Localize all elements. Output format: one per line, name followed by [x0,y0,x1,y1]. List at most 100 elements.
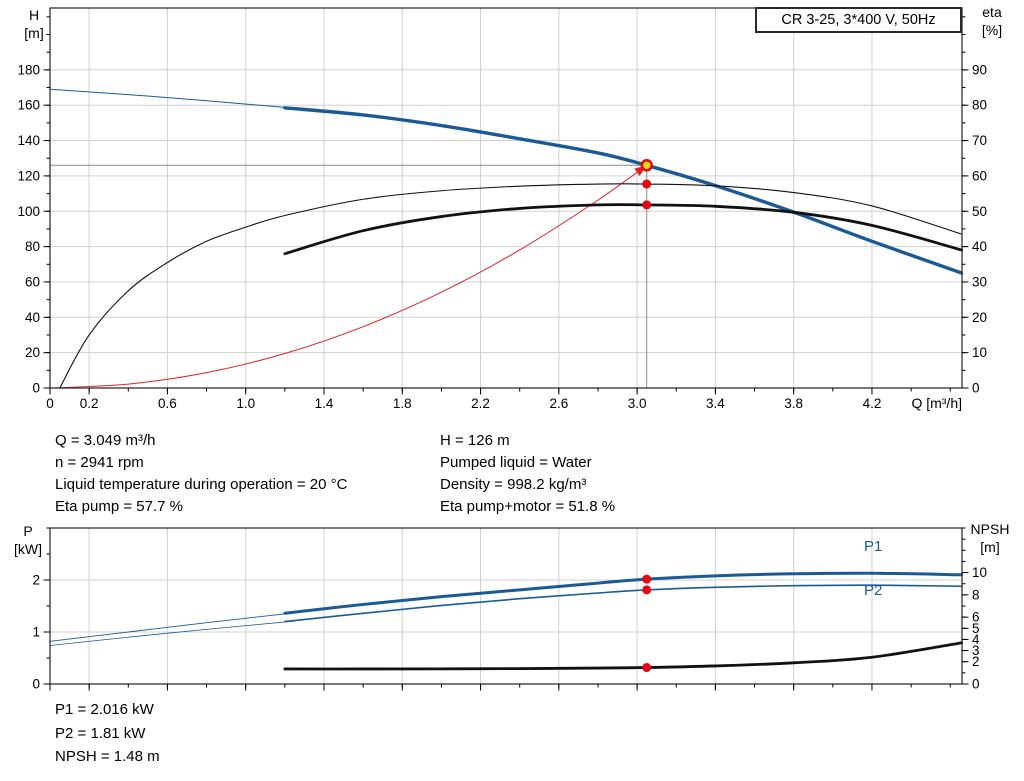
info-line-p1: P1 = 2.016 kW [55,701,154,718]
svg-text:2.2: 2.2 [471,396,490,411]
axis-title-line: H [28,7,40,23]
grid-lines [50,8,962,388]
flow-axis-title: Q [m³/h] [911,395,962,411]
info-line-p2: P2 = 1.81 kW [55,724,146,742]
svg-text:3.0: 3.0 [628,396,647,411]
info-line-q: Q = 3.049 m³/h [55,432,156,449]
axis-ticks: 0 0.2 0.6 1.0 1.4 1.8 2.2 2.6 3.0 3.4 3.8 4.2 0 20 40 6… [17,16,987,411]
svg-text:0.2: 0.2 [80,396,99,411]
svg-text:0: 0 [972,677,980,692]
axis-title-line: eta [982,4,1002,20]
svg-text:60: 60 [972,168,987,183]
info-line-liquid: Pumped liquid = Water [440,454,592,471]
p2-point [642,585,652,595]
info-line-head: H = 126 m [440,432,510,449]
svg-text:100: 100 [17,204,40,219]
svg-text:2: 2 [32,573,40,588]
axis-title-line: [kW] [14,541,42,557]
axis-title-line: NPSH [970,521,1010,537]
svg-text:0: 0 [32,381,40,396]
svg-text:120: 120 [17,168,40,183]
svg-text:20: 20 [972,310,987,325]
svg-text:2: 2 [972,654,980,669]
axis-title-line: [m] [980,539,1000,555]
power-info-column: P1 = 2.016 kW P2 = 1.81 kW NPSH = 1.48 m [55,698,160,769]
svg-text:0.6: 0.6 [158,396,177,411]
svg-text:4: 4 [972,632,980,647]
info-line-density: Density = 998.2 kg/m³ [440,476,587,493]
p2-curve-label: P2 [864,582,883,599]
npsh-axis-title: NPSH [m] [960,520,1020,556]
info-line-npsh: NPSH = 1.48 m [55,748,160,765]
info-line-eta-pump-motor: Eta pump+motor = 51.8 % [440,498,616,515]
info-line-temperature: Liquid temperature during operation = 20… [55,476,348,493]
svg-text:10: 10 [972,345,987,360]
svg-text:30: 30 [972,274,987,289]
svg-text:10: 10 [972,565,987,580]
svg-text:3: 3 [972,643,980,658]
head-axis-title: H [m] [14,6,54,42]
svg-text:70: 70 [972,133,987,148]
svg-text:160: 160 [17,98,40,113]
svg-text:0: 0 [32,677,40,692]
svg-text:140: 140 [17,133,40,148]
svg-text:60: 60 [25,274,40,289]
svg-text:0: 0 [972,381,980,396]
svg-text:3.8: 3.8 [784,396,803,411]
svg-text:1.0: 1.0 [236,396,255,411]
head-curve-lead [49,88,296,109]
axis-title-line: [%] [981,22,1003,38]
svg-text:1: 1 [32,625,40,640]
svg-text:40: 40 [972,239,987,254]
svg-text:6: 6 [972,610,980,625]
p1-curve-lead [49,612,296,642]
grid-lines [50,528,962,684]
svg-text:1.4: 1.4 [315,396,334,411]
axis-title-line: P [23,523,33,539]
info-line-eta-pump: Eta pump = 57.7 % [55,498,183,515]
p1-curve [283,571,963,615]
svg-text:3.4: 3.4 [706,396,725,411]
duty-info-left-column: Q = 3.049 m³/h n = 2941 rpm Liquid tempe… [55,430,347,518]
series-group [49,88,963,389]
svg-text:1.8: 1.8 [393,396,412,411]
svg-text:180: 180 [17,62,40,77]
pump-model-box: CR 3-25, 3*400 V, 50Hz [755,7,962,33]
eta-pump-motor-point [642,200,652,210]
svg-text:8: 8 [972,587,980,602]
info-line-speed: n = 2941 rpm [55,454,144,471]
eta-pump-point [642,179,652,189]
duty-point-marker [640,159,653,172]
svg-text:5: 5 [972,621,980,636]
svg-text:80: 80 [25,239,40,254]
svg-text:4.2: 4.2 [863,396,882,411]
svg-text:40: 40 [25,310,40,325]
p1-point [642,574,652,584]
plot-frame [49,7,963,389]
series-group [49,571,963,671]
npsh-curve [283,641,963,671]
axis-title-line: [m] [24,25,44,41]
system-curve [49,164,648,389]
eta-pump-curve [59,183,963,389]
hq-eta-chart: 0 0.2 0.6 1.0 1.4 1.8 2.2 2.6 3.0 3.4 3.8 4.2 0 20 40 6… [17,7,987,411]
eta-axis-title: eta [%] [968,3,1016,39]
head-curve [283,106,963,275]
svg-text:2.6: 2.6 [549,396,568,411]
svg-text:80: 80 [972,98,987,113]
p1-curve-label: P1 [864,538,883,555]
power-axis-title: P [kW] [6,522,50,558]
duty-info-right-column: H = 126 m Pumped liquid = Water Density … [440,430,615,518]
svg-text:20: 20 [25,345,40,360]
svg-text:0: 0 [46,396,54,411]
svg-text:90: 90 [972,62,987,77]
p2-curve [284,584,963,623]
svg-text:50: 50 [972,204,987,219]
eta-pump-motor-curve [283,203,963,256]
p2-curve-lead [49,620,296,646]
npsh-point [642,663,652,673]
